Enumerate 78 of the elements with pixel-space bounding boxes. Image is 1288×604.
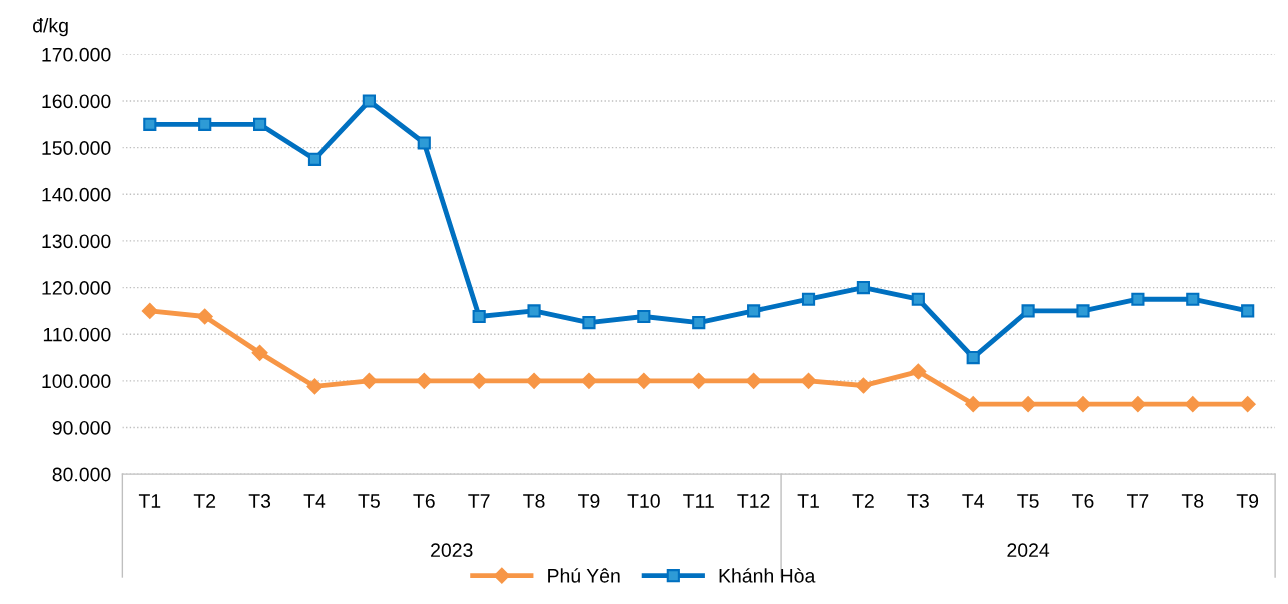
point [416, 372, 433, 389]
point [1131, 292, 1145, 306]
point [965, 396, 982, 413]
x-tick-label: T1 [138, 494, 161, 508]
x-tick-label: T4 [303, 494, 326, 508]
point [692, 315, 706, 330]
point [582, 315, 596, 330]
point [637, 309, 651, 324]
point [417, 136, 431, 150]
y-tick-label: 80.000 [52, 467, 111, 482]
x-tick-label: T8 [523, 494, 545, 508]
point [1186, 292, 1200, 306]
point [253, 117, 267, 131]
point [747, 304, 761, 318]
x-tick-label: T6 [413, 494, 435, 508]
y-tick-label: 120.000 [42, 281, 111, 295]
text: 2024 [1007, 543, 1050, 558]
x-tick-label: T3 [248, 494, 271, 508]
x-tick-label: T3 [907, 494, 929, 508]
x-tick-label: T9 [578, 494, 600, 508]
x-tick-label: T8 [1181, 494, 1204, 508]
legend-label: Phú Yên [548, 568, 620, 583]
point [362, 94, 376, 108]
x-tick-label: T2 [852, 494, 874, 508]
point [1020, 396, 1037, 413]
y-tick-label: 140.000 [42, 187, 111, 202]
text: 2023 [431, 543, 473, 558]
point [472, 309, 486, 324]
x-tick-label: T5 [1017, 494, 1039, 508]
x-tick-label: T10 [627, 494, 660, 508]
point [855, 377, 872, 394]
point [1184, 396, 1201, 413]
point [306, 378, 323, 395]
point [911, 292, 925, 306]
point [471, 372, 488, 389]
point [910, 363, 927, 380]
y-tick-label: 150.000 [42, 141, 111, 155]
x-tick-label: T6 [1072, 494, 1094, 508]
y-tick-label: 90.000 [52, 420, 111, 435]
point [856, 280, 871, 295]
point [635, 372, 652, 389]
y-tick-label: 110.000 [43, 327, 111, 342]
point [1129, 396, 1146, 413]
legend-label: Khánh Hòa [719, 568, 816, 583]
x-tick-label: T4 [962, 494, 984, 508]
point [198, 117, 212, 131]
point [800, 372, 817, 389]
x-tick-label: T5 [358, 494, 380, 508]
x-tick-label: T11 [683, 494, 714, 508]
point [307, 152, 322, 166]
point [527, 304, 541, 318]
y-tick-label: 170.000 [42, 47, 111, 62]
x-tick-label: T1 [797, 494, 819, 508]
y-axis-title: đ/kg [33, 18, 68, 37]
point [196, 308, 213, 325]
point [1239, 396, 1256, 413]
x-tick-label: T7 [468, 494, 490, 508]
point [1076, 304, 1090, 318]
x-tick-label: T7 [1126, 494, 1149, 508]
point [143, 117, 157, 131]
point [1021, 304, 1035, 318]
point [251, 344, 268, 361]
y-tick-label: 160.000 [42, 94, 111, 109]
y-tick-label: 100.000 [42, 374, 111, 389]
y-tick-label: 130.000 [42, 234, 111, 249]
point [141, 302, 158, 319]
x-tick-label: T9 [1236, 494, 1259, 508]
point [1075, 396, 1091, 413]
x-tick-label: T12 [737, 494, 770, 508]
point [526, 372, 542, 389]
point [966, 350, 980, 365]
x-tick-label: T2 [193, 494, 216, 508]
point [801, 292, 816, 306]
point [745, 372, 762, 389]
point [1241, 304, 1255, 318]
point [361, 372, 378, 389]
point [581, 372, 597, 389]
point [690, 372, 707, 389]
